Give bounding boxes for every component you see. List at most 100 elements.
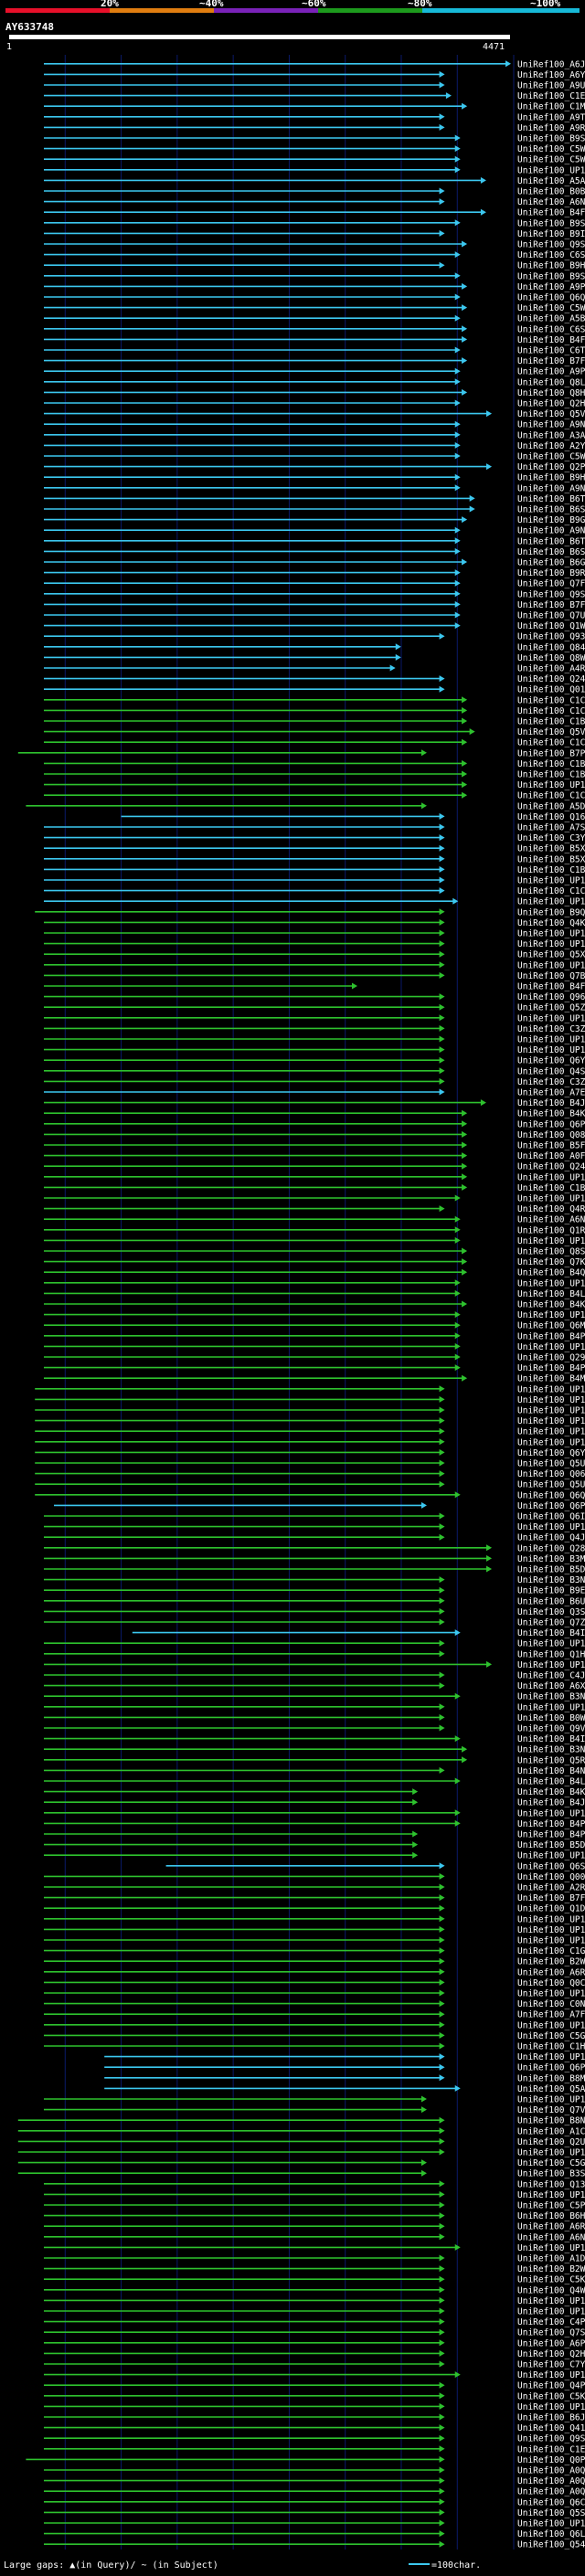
hit-label[interactable]: UniRef100_Q54TN2 — [517, 2540, 585, 2550]
hit-row[interactable]: UniRef100_A6X8C5 — [43, 1681, 585, 1691]
hit-label[interactable]: UniRef100_Q2HX59 — [517, 2349, 585, 2359]
hit-label[interactable]: UniRef100_C1BRX4 — [517, 770, 585, 780]
hit-row[interactable]: UniRef100_Q7SDU4 — [43, 2328, 585, 2338]
hit-label[interactable]: UniRef100_UP1000.. — [517, 2307, 585, 2317]
hit-row[interactable]: UniRef100_Q6I452 — [43, 1512, 585, 1522]
hit-row[interactable]: UniRef100_Q5VET6 — [43, 727, 585, 737]
hit-label[interactable]: UniRef100_B9SB75 — [517, 218, 585, 228]
hit-label[interactable]: UniRef100_A6X8C5 — [517, 1681, 585, 1691]
hit-label[interactable]: UniRef100_Q24XY8 — [517, 1162, 585, 1172]
hit-label[interactable]: UniRef100_A6R523 — [517, 1967, 585, 1977]
hit-label[interactable]: UniRef100_B4MJR4 — [517, 1374, 585, 1384]
hit-row[interactable]: UniRef100_B6TMU1 — [43, 494, 585, 504]
hit-row[interactable]: UniRef100_Q8SSP3 — [43, 1247, 585, 1257]
hit-label[interactable]: UniRef100_B9QZ23 — [517, 907, 585, 917]
hit-label[interactable]: UniRef100_A6NE96 — [517, 2232, 585, 2242]
hit-row[interactable]: UniRef100_B4PHH0 — [43, 1830, 585, 1840]
hit-label[interactable]: UniRef100_C5KVU8 — [517, 2391, 585, 2401]
hit-label[interactable]: UniRef100_UP1000.. — [517, 1639, 585, 1649]
hit-row[interactable]: UniRef100_UP1000.. — [43, 960, 585, 970]
hit-label[interactable]: UniRef100_Q6Y0G2 — [517, 1448, 585, 1458]
hit-label[interactable]: UniRef100_C1C1Z6 — [517, 738, 585, 748]
hit-label[interactable]: UniRef100_Q6PJ77 — [517, 2063, 585, 2073]
hit-label[interactable]: UniRef100_A5AWU1 — [517, 176, 585, 186]
hit-label[interactable]: UniRef100_B9S6B3 — [517, 134, 585, 144]
hit-row[interactable]: UniRef100_UP1000.. — [43, 2370, 585, 2380]
hit-label[interactable]: UniRef100_A2R091 — [517, 1883, 585, 1893]
hit-row[interactable]: UniRef100_UP1000.. — [43, 1342, 585, 1352]
hit-label[interactable]: UniRef100_Q29IY1 — [517, 1353, 585, 1363]
hit-label[interactable]: UniRef100_B5DGN4 — [517, 1565, 585, 1575]
hit-label[interactable]: UniRef100_B4FB42 — [517, 982, 585, 992]
hit-row[interactable]: UniRef100_A6PT14 — [43, 2338, 585, 2348]
hit-row[interactable]: UniRef100_C5WYE3 — [43, 155, 585, 165]
hit-label[interactable]: UniRef100_C1BKP1 — [517, 865, 585, 875]
hit-label[interactable]: UniRef100_A4RSR5 — [517, 664, 585, 674]
hit-label[interactable]: UniRef100_Q9SIT3 — [517, 240, 585, 250]
hit-row[interactable]: UniRef100_Q29IY1 — [43, 1353, 585, 1363]
hit-row[interactable]: UniRef100_A3ADC2 — [43, 430, 585, 440]
hit-label[interactable]: UniRef100_Q1W1W5 — [517, 621, 585, 631]
hit-row[interactable]: UniRef100_UP1000.. — [43, 1522, 585, 1532]
hit-row[interactable]: UniRef100_UP1000.. — [43, 1013, 585, 1023]
hit-row[interactable]: UniRef100_Q7UI32 — [43, 611, 585, 621]
hit-label[interactable]: UniRef100_B2W6E2 — [517, 1957, 585, 1967]
hit-row[interactable]: UniRef100_C1C4Z9 — [43, 886, 585, 896]
hit-label[interactable]: UniRef100_B9GI58 — [517, 515, 585, 525]
hit-label[interactable]: UniRef100_Q13892 — [517, 2179, 585, 2189]
hit-row[interactable]: UniRef100_A9TX10 — [43, 112, 585, 122]
hit-row[interactable]: UniRef100_Q24XY8 — [43, 1162, 585, 1172]
hit-row[interactable]: UniRef100_UP1000.. — [43, 2020, 585, 2030]
hit-row[interactable]: UniRef100_B7PQD4 — [17, 748, 585, 758]
hit-row[interactable]: UniRef100_B4LTN2 — [43, 1777, 585, 1787]
hit-label[interactable]: UniRef100_Q84PF2 — [517, 642, 585, 652]
hit-row[interactable]: UniRef100_B4JDR2 — [43, 1798, 585, 1808]
hit-row[interactable]: UniRef100_UP1000.. — [43, 1936, 585, 1946]
hit-label[interactable]: UniRef100_Q3SZB6 — [517, 1607, 585, 1617]
hit-row[interactable]: UniRef100_C7YMD1 — [43, 2360, 585, 2370]
hit-label[interactable]: UniRef100_UP1000.. — [517, 1989, 585, 1999]
hit-row[interactable]: UniRef100_B3SDJ1 — [17, 2169, 585, 2179]
hit-row[interactable]: UniRef100_Q6Y249 — [43, 1056, 585, 1066]
hit-label[interactable]: UniRef100_Q93ZB5 — [517, 632, 585, 642]
hit-label[interactable]: UniRef100_Q8SSP3 — [517, 1247, 585, 1257]
hit-row[interactable]: UniRef100_Q4SU51 — [43, 1066, 585, 1076]
hit-row[interactable]: UniRef100_Q7VW01 — [43, 2105, 585, 2115]
hit-label[interactable]: UniRef100_UP1000.. — [517, 1702, 585, 1712]
hit-label[interactable]: UniRef100_C4P1F6 — [517, 2317, 585, 2327]
hit-label[interactable]: UniRef100_C1EBZ4 — [517, 91, 585, 101]
hit-row[interactable]: UniRef100_B5X734 — [43, 854, 585, 864]
hit-row[interactable]: UniRef100_A9NKM8 — [43, 526, 585, 536]
hit-label[interactable]: UniRef100_Q5ZJG3 — [517, 1003, 585, 1013]
hit-label[interactable]: UniRef100_C5WMP6 — [517, 452, 585, 462]
hit-label[interactable]: UniRef100_Q6Q2S7 — [517, 1490, 585, 1500]
hit-label[interactable]: UniRef100_Q5UJY8 — [517, 1480, 585, 1490]
hit-label[interactable]: UniRef100_A0QB20 — [517, 2476, 585, 2486]
hit-row[interactable]: UniRef100_B4J6U5 — [43, 1098, 585, 1108]
hit-label[interactable]: UniRef100_Q5U3Y8 — [517, 1459, 585, 1469]
hit-label[interactable]: UniRef100_Q8W4E6 — [517, 653, 585, 663]
hit-row[interactable]: UniRef100_Q01EL5 — [43, 685, 585, 695]
hit-row[interactable]: UniRef100_C1C1Z6 — [43, 738, 585, 748]
hit-row[interactable]: UniRef100_B8MKL1 — [104, 2073, 585, 2083]
hit-label[interactable]: UniRef100_A3ADC2 — [517, 430, 585, 440]
hit-label[interactable]: UniRef100_C5WQE3 — [517, 144, 585, 154]
hit-row[interactable]: UniRef100_UP1000.. — [43, 1236, 585, 1246]
hit-row[interactable]: UniRef100_A6NE96 — [43, 2232, 585, 2242]
hit-row[interactable]: UniRef100_B5XE39 — [43, 844, 585, 854]
hit-row[interactable]: UniRef100_B4KNF0 — [43, 1300, 585, 1310]
hit-label[interactable]: UniRef100_UP1000.. — [517, 1914, 585, 1924]
hit-label[interactable]: UniRef100_B6SJ57 — [517, 547, 585, 557]
hit-row[interactable]: UniRef100_UP1000.. — [43, 1808, 585, 1818]
hit-row[interactable]: UniRef100_Q6C2F3 — [43, 2497, 585, 2507]
hit-row[interactable]: UniRef100_C1C133 — [43, 695, 585, 705]
hit-label[interactable]: UniRef100_Q6I452 — [517, 1512, 585, 1522]
hit-row[interactable]: UniRef100_Q0PBP2 — [26, 2455, 585, 2465]
hit-label[interactable]: UniRef100_B9IKY9 — [517, 229, 585, 239]
hit-label[interactable]: UniRef100_Q28X39 — [517, 1543, 585, 1553]
hit-row[interactable]: UniRef100_A5AWU1 — [43, 176, 585, 186]
hit-row[interactable]: UniRef100_UP1000.. — [43, 876, 585, 886]
hit-label[interactable]: UniRef100_B5FS99 — [517, 1141, 585, 1151]
hit-row[interactable]: UniRef100_B4P9E1 — [43, 1363, 585, 1373]
hit-row[interactable]: UniRef100_Q7F2D7 — [43, 579, 585, 589]
